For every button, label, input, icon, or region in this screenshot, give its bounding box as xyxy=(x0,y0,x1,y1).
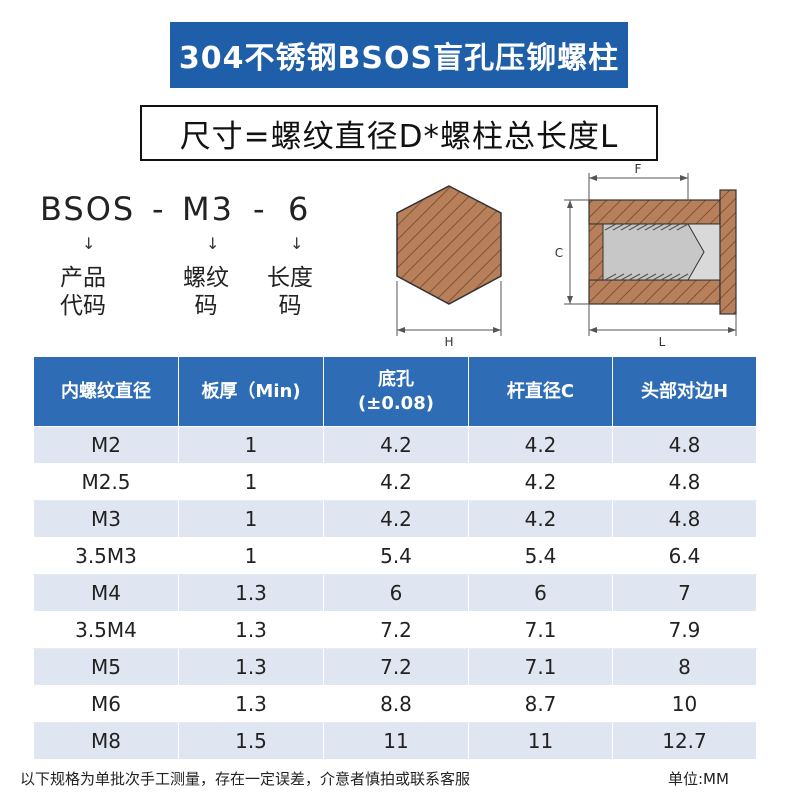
table-cell: 8.7 xyxy=(468,685,613,723)
table-cell: 1.3 xyxy=(178,648,324,686)
table-cell: 10 xyxy=(612,685,757,723)
table-cell: 8 xyxy=(612,648,757,686)
table-cell: 7 xyxy=(612,574,757,612)
table-cell: 4.2 xyxy=(468,426,613,464)
table-cell: 11 xyxy=(468,722,613,760)
table-row: M2 1 4.2 4.2 4.8 xyxy=(33,426,757,464)
table-cell: 4.8 xyxy=(612,500,757,538)
table-cell: 4.2 xyxy=(323,500,469,538)
table-cell: 7.1 xyxy=(468,611,613,649)
hex-head-view: H xyxy=(396,185,502,349)
code-thread: M3 xyxy=(182,190,234,228)
table-cell: 7.9 xyxy=(612,611,757,649)
dimension-h-label: H xyxy=(444,335,453,349)
table-cell: 4.2 xyxy=(468,463,613,501)
standoff-diagrams: H xyxy=(396,162,737,349)
table-cell: M8 xyxy=(33,722,179,760)
code-length: 6 xyxy=(288,190,311,228)
table-cell: 6.4 xyxy=(612,537,757,575)
column-header: 板厚（Min) xyxy=(178,356,324,427)
table-cell: 6 xyxy=(468,574,613,612)
table-cell: M2.5 xyxy=(33,463,179,501)
table-cell: 1 xyxy=(178,537,324,575)
table-cell: M4 xyxy=(33,574,179,612)
table-cell: 1 xyxy=(178,463,324,501)
table-cell: 12.7 xyxy=(612,722,757,760)
table-row: M3 1 4.2 4.2 4.8 xyxy=(33,500,757,538)
table-cell: 4.8 xyxy=(612,463,757,501)
table-cell: 5.4 xyxy=(323,537,469,575)
column-header: 内螺纹直径 xyxy=(33,356,179,427)
label-product-code: 产品 代码 xyxy=(60,265,106,319)
table-cell: 1.3 xyxy=(178,611,324,649)
column-header: 杆直径C xyxy=(468,356,613,427)
table-cell: 1.5 xyxy=(178,722,324,760)
section-view: F C L xyxy=(555,162,737,349)
down-arrow-icon: ↓ xyxy=(290,234,304,253)
table-cell: 7.2 xyxy=(323,648,469,686)
measurement-disclaimer: 以下规格为单批次手工测量，存在一定误差，介意者慎拍或联系客服 xyxy=(20,770,471,788)
part-code-breakdown: BSOS - M3 - 6 ↓ ↓ ↓ 产品 代码 螺纹 码 长度 码 xyxy=(40,190,330,340)
table-row: M2.5 1 4.2 4.2 4.8 xyxy=(33,463,757,501)
down-arrow-icon: ↓ xyxy=(82,234,96,253)
table-cell: 7.1 xyxy=(468,648,613,686)
dimension-f-label: F xyxy=(635,162,642,176)
code-product: BSOS xyxy=(40,190,136,228)
code-separator: - xyxy=(152,190,164,228)
table-row: 3.5M4 1.3 7.2 7.1 7.9 xyxy=(33,611,757,649)
table-cell: 5.4 xyxy=(468,537,613,575)
table-row: M8 1.5 11 11 12.7 xyxy=(33,722,757,760)
table-row: M6 1.3 8.8 8.7 10 xyxy=(33,685,757,723)
table-cell: 11 xyxy=(323,722,469,760)
table-cell: 3.5M3 xyxy=(33,537,179,575)
table-cell: 4.2 xyxy=(323,426,469,464)
code-separator: - xyxy=(253,190,265,228)
dimension-l-label: L xyxy=(659,335,666,349)
table-cell: 4.8 xyxy=(612,426,757,464)
table-cell: 1 xyxy=(178,426,324,464)
table-cell: 7.2 xyxy=(323,611,469,649)
table-cell: M5 xyxy=(33,648,179,686)
dimension-c-label: C xyxy=(555,246,563,260)
table-cell: 1.3 xyxy=(178,574,324,612)
table-cell: 1.3 xyxy=(178,685,324,723)
table-cell: 4.2 xyxy=(323,463,469,501)
page-title: 304不锈钢BSOS盲孔压铆螺柱 xyxy=(170,22,628,88)
table-row: 3.5M3 1 5.4 5.4 6.4 xyxy=(33,537,757,575)
table-row: M5 1.3 7.2 7.1 8 xyxy=(33,648,757,686)
table-cell: M2 xyxy=(33,426,179,464)
table-cell: M3 xyxy=(33,500,179,538)
label-thread-code: 螺纹 码 xyxy=(183,265,229,319)
column-header: 头部对边H xyxy=(612,356,757,427)
table-cell: 6 xyxy=(323,574,469,612)
label-length-code: 长度 码 xyxy=(267,265,313,319)
down-arrow-icon: ↓ xyxy=(206,234,220,253)
table-row: M4 1.3 6 6 7 xyxy=(33,574,757,612)
column-header: 底孔 (±0.08) xyxy=(323,356,469,427)
spec-table: 内螺纹直径 板厚（Min) 底孔 (±0.08) 杆直径C 头部对边H M2 1 … xyxy=(33,356,757,760)
unit-label: 单位:MM xyxy=(668,770,729,788)
table-cell: 1 xyxy=(178,500,324,538)
table-cell: 3.5M4 xyxy=(33,611,179,649)
size-formula: 尺寸=螺纹直径D*螺柱总长度L xyxy=(140,105,658,161)
table-cell: M6 xyxy=(33,685,179,723)
table-header-row: 内螺纹直径 板厚（Min) 底孔 (±0.08) 杆直径C 头部对边H xyxy=(33,356,757,427)
table-cell: 4.2 xyxy=(468,500,613,538)
table-cell: 8.8 xyxy=(323,685,469,723)
